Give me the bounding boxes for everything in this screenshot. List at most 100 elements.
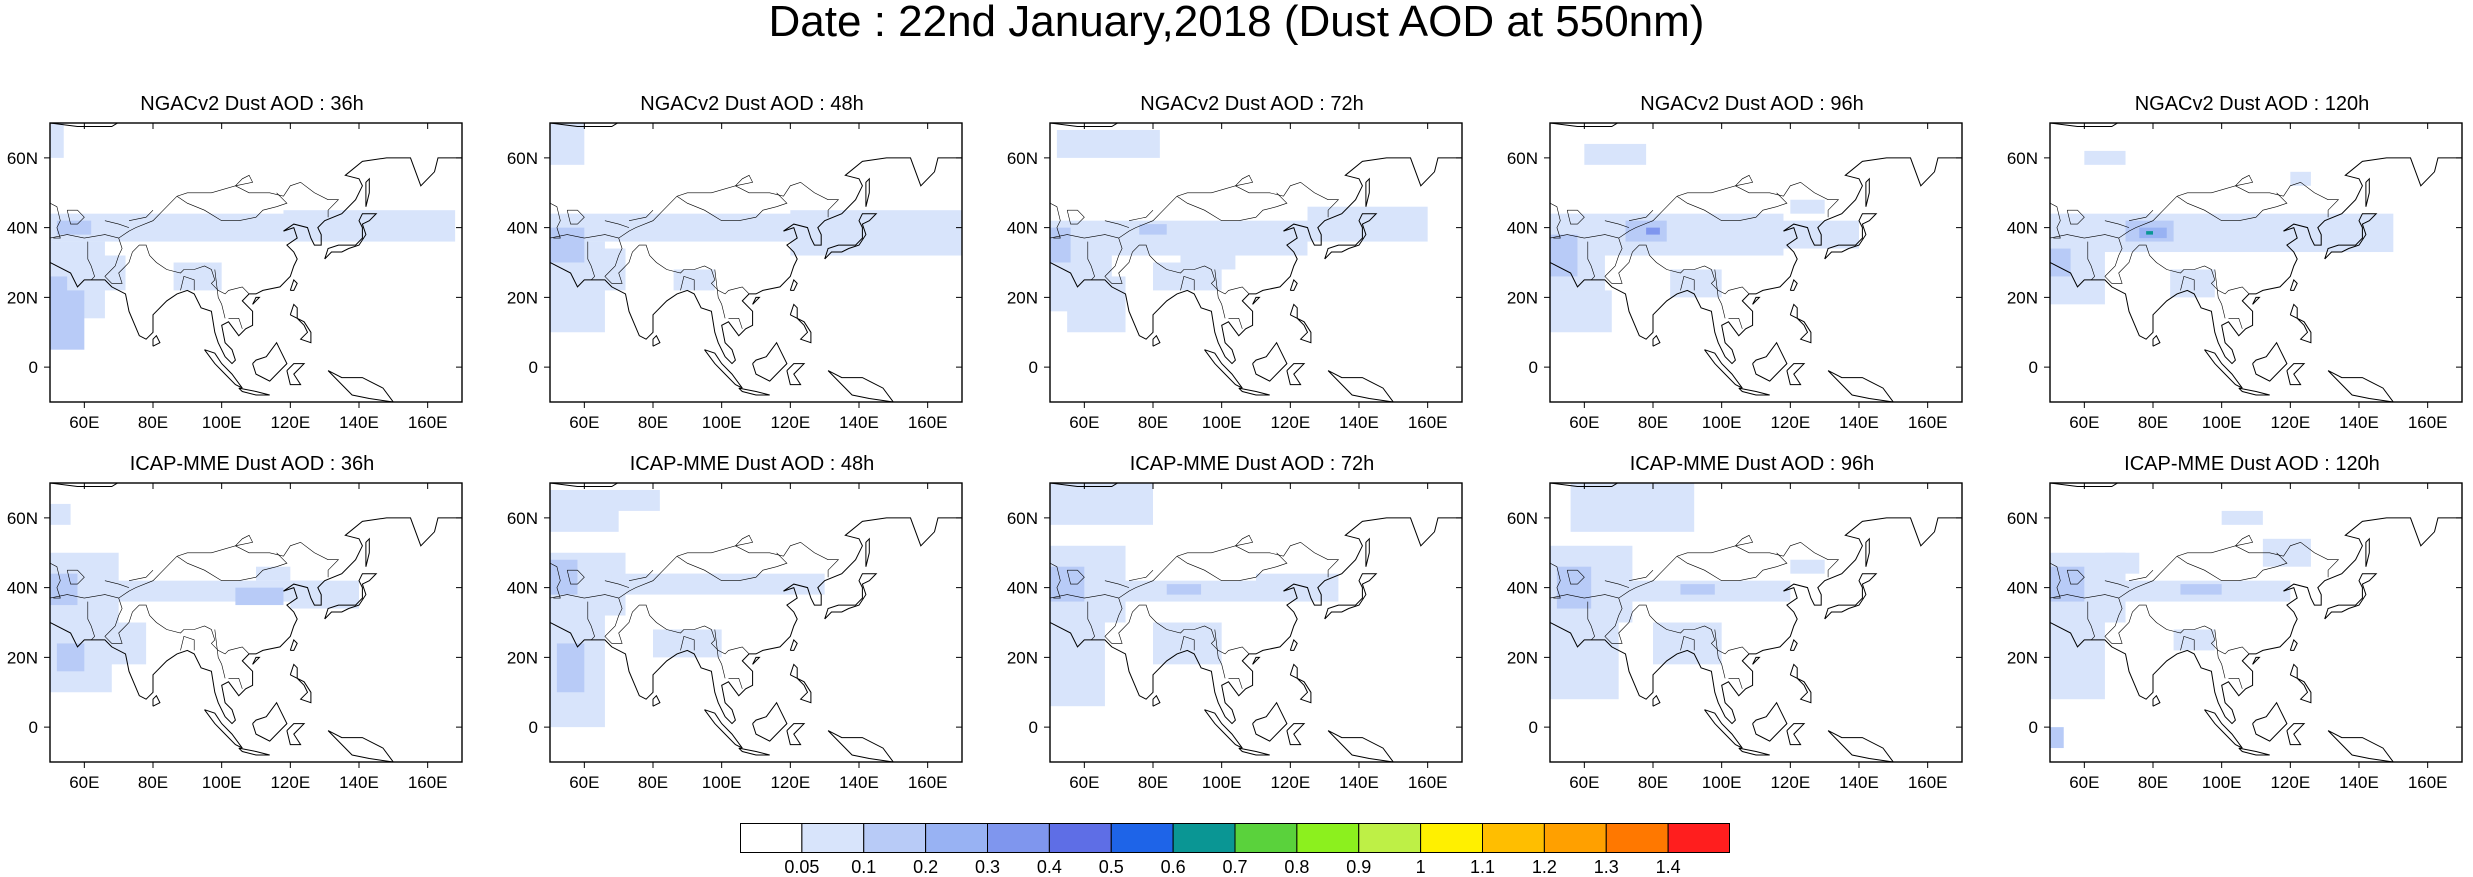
country-border	[1214, 269, 1226, 319]
lat-tick-label: 20N	[1007, 648, 1038, 667]
map-panel: NGACv2 Dust AOD : 48h 60E 80E 100E 120E 140E 1…	[500, 86, 970, 442]
coastline	[2324, 573, 2378, 620]
country-border	[1550, 202, 1561, 239]
dust-aod-region	[2290, 171, 2311, 186]
coastline	[1252, 701, 1288, 742]
colorbar-swatch	[987, 823, 1050, 853]
dust-aod-region	[598, 489, 660, 511]
country-border	[176, 192, 288, 221]
lat-tick-label: 0	[1029, 718, 1038, 737]
dust-aod-region	[1050, 227, 1071, 263]
colorbar-label: 0.7	[1222, 857, 1248, 877]
lon-tick-label: 120E	[270, 773, 310, 792]
coastline	[789, 303, 812, 344]
coastline	[238, 387, 270, 396]
lat-tick-label: 40N	[1007, 579, 1038, 598]
country-border	[587, 601, 595, 641]
country-border	[128, 209, 154, 221]
lon-tick-label: 80E	[138, 773, 168, 792]
country-border	[1087, 241, 1095, 281]
lat-tick-label: 40N	[1507, 579, 1538, 598]
coastline	[1738, 747, 1770, 756]
country-border	[180, 636, 195, 651]
colorbar-swatch	[1605, 823, 1669, 853]
coastline	[324, 573, 378, 620]
coastline	[204, 349, 243, 389]
coastline	[1865, 537, 1870, 567]
country-border	[714, 629, 726, 679]
country-border	[1714, 629, 1726, 679]
dust-aod-region	[1550, 234, 1578, 277]
dust-aod-region	[283, 210, 456, 242]
country-border	[1566, 569, 1585, 585]
dust-aod-region	[56, 643, 85, 672]
coastline	[550, 517, 962, 725]
lat-tick-label: 0	[2029, 358, 2038, 377]
panel-title: NGACv2 Dust AOD : 96h	[1640, 93, 1864, 115]
coastline	[2238, 387, 2270, 396]
coastline	[2050, 123, 2462, 127]
map-frame	[549, 122, 963, 403]
lon-tick-label: 120E	[1270, 413, 1310, 432]
colorbar-swatch	[740, 823, 803, 853]
colorbar-swatch	[1420, 823, 1483, 853]
country-border	[2180, 276, 2195, 291]
country-border	[1550, 181, 1840, 239]
dust-aod-region	[550, 227, 585, 263]
lat-tick-label: 60N	[2007, 149, 2038, 168]
lon-tick-label: 60E	[2069, 773, 2099, 792]
dust-aod-region	[1050, 622, 1105, 707]
country-border	[2050, 541, 2340, 599]
coastline	[252, 296, 261, 305]
coastline	[327, 370, 394, 402]
coastline	[1324, 573, 1378, 620]
coastline	[1789, 278, 1798, 291]
dust-aod-region	[1221, 227, 1256, 249]
lat-tick-label: 0	[29, 718, 38, 737]
coastline	[704, 709, 743, 749]
country-border	[1214, 629, 1226, 679]
colorbar-swatch	[1482, 823, 1545, 853]
coastline	[238, 747, 270, 756]
colorbar-swatch	[1543, 823, 1607, 853]
lat-tick-label: 20N	[7, 648, 38, 667]
lat-tick-label: 60N	[1507, 149, 1538, 168]
dust-aod-region	[2221, 510, 2263, 525]
country-border	[587, 241, 595, 281]
map-panel: ICAP-MME Dust AOD : 96h 60E 80E 100E 120E 140…	[1500, 446, 1970, 802]
country-border	[2128, 209, 2154, 221]
country-border	[735, 534, 754, 547]
colorbar-label: 0.9	[1346, 857, 1372, 877]
coastline	[865, 177, 870, 207]
country-border	[1050, 541, 1340, 599]
coastline	[1550, 517, 1962, 725]
coastline	[1204, 349, 1243, 389]
country-border	[1628, 569, 1654, 581]
lon-tick-label: 80E	[1138, 413, 1168, 432]
map-frame	[1049, 122, 1463, 403]
country-border	[1604, 238, 1750, 295]
lon-tick-label: 60E	[569, 413, 599, 432]
colorbar-swatch	[863, 823, 927, 853]
dust-aod-region	[2180, 584, 2222, 595]
coastline	[252, 656, 261, 665]
country-border	[228, 318, 243, 329]
lon-tick-label: 60E	[69, 773, 99, 792]
dust-aod-region	[104, 622, 147, 665]
country-border	[50, 202, 61, 239]
dust-aod-region	[2050, 615, 2105, 700]
country-border	[50, 181, 340, 239]
coastline	[789, 663, 812, 704]
coastline	[327, 730, 394, 762]
colorbar-label: 0.1	[851, 857, 877, 877]
dust-aod-region	[1056, 129, 1160, 158]
coastline	[1204, 709, 1243, 749]
coastline	[752, 656, 761, 665]
coastline	[1152, 334, 1161, 347]
country-border	[1228, 678, 1243, 689]
panel-title: NGACv2 Dust AOD : 48h	[640, 93, 864, 115]
colorbar	[740, 823, 1730, 853]
lon-tick-label: 120E	[270, 413, 310, 432]
country-border	[1180, 636, 1195, 651]
coastline	[1752, 701, 1788, 742]
